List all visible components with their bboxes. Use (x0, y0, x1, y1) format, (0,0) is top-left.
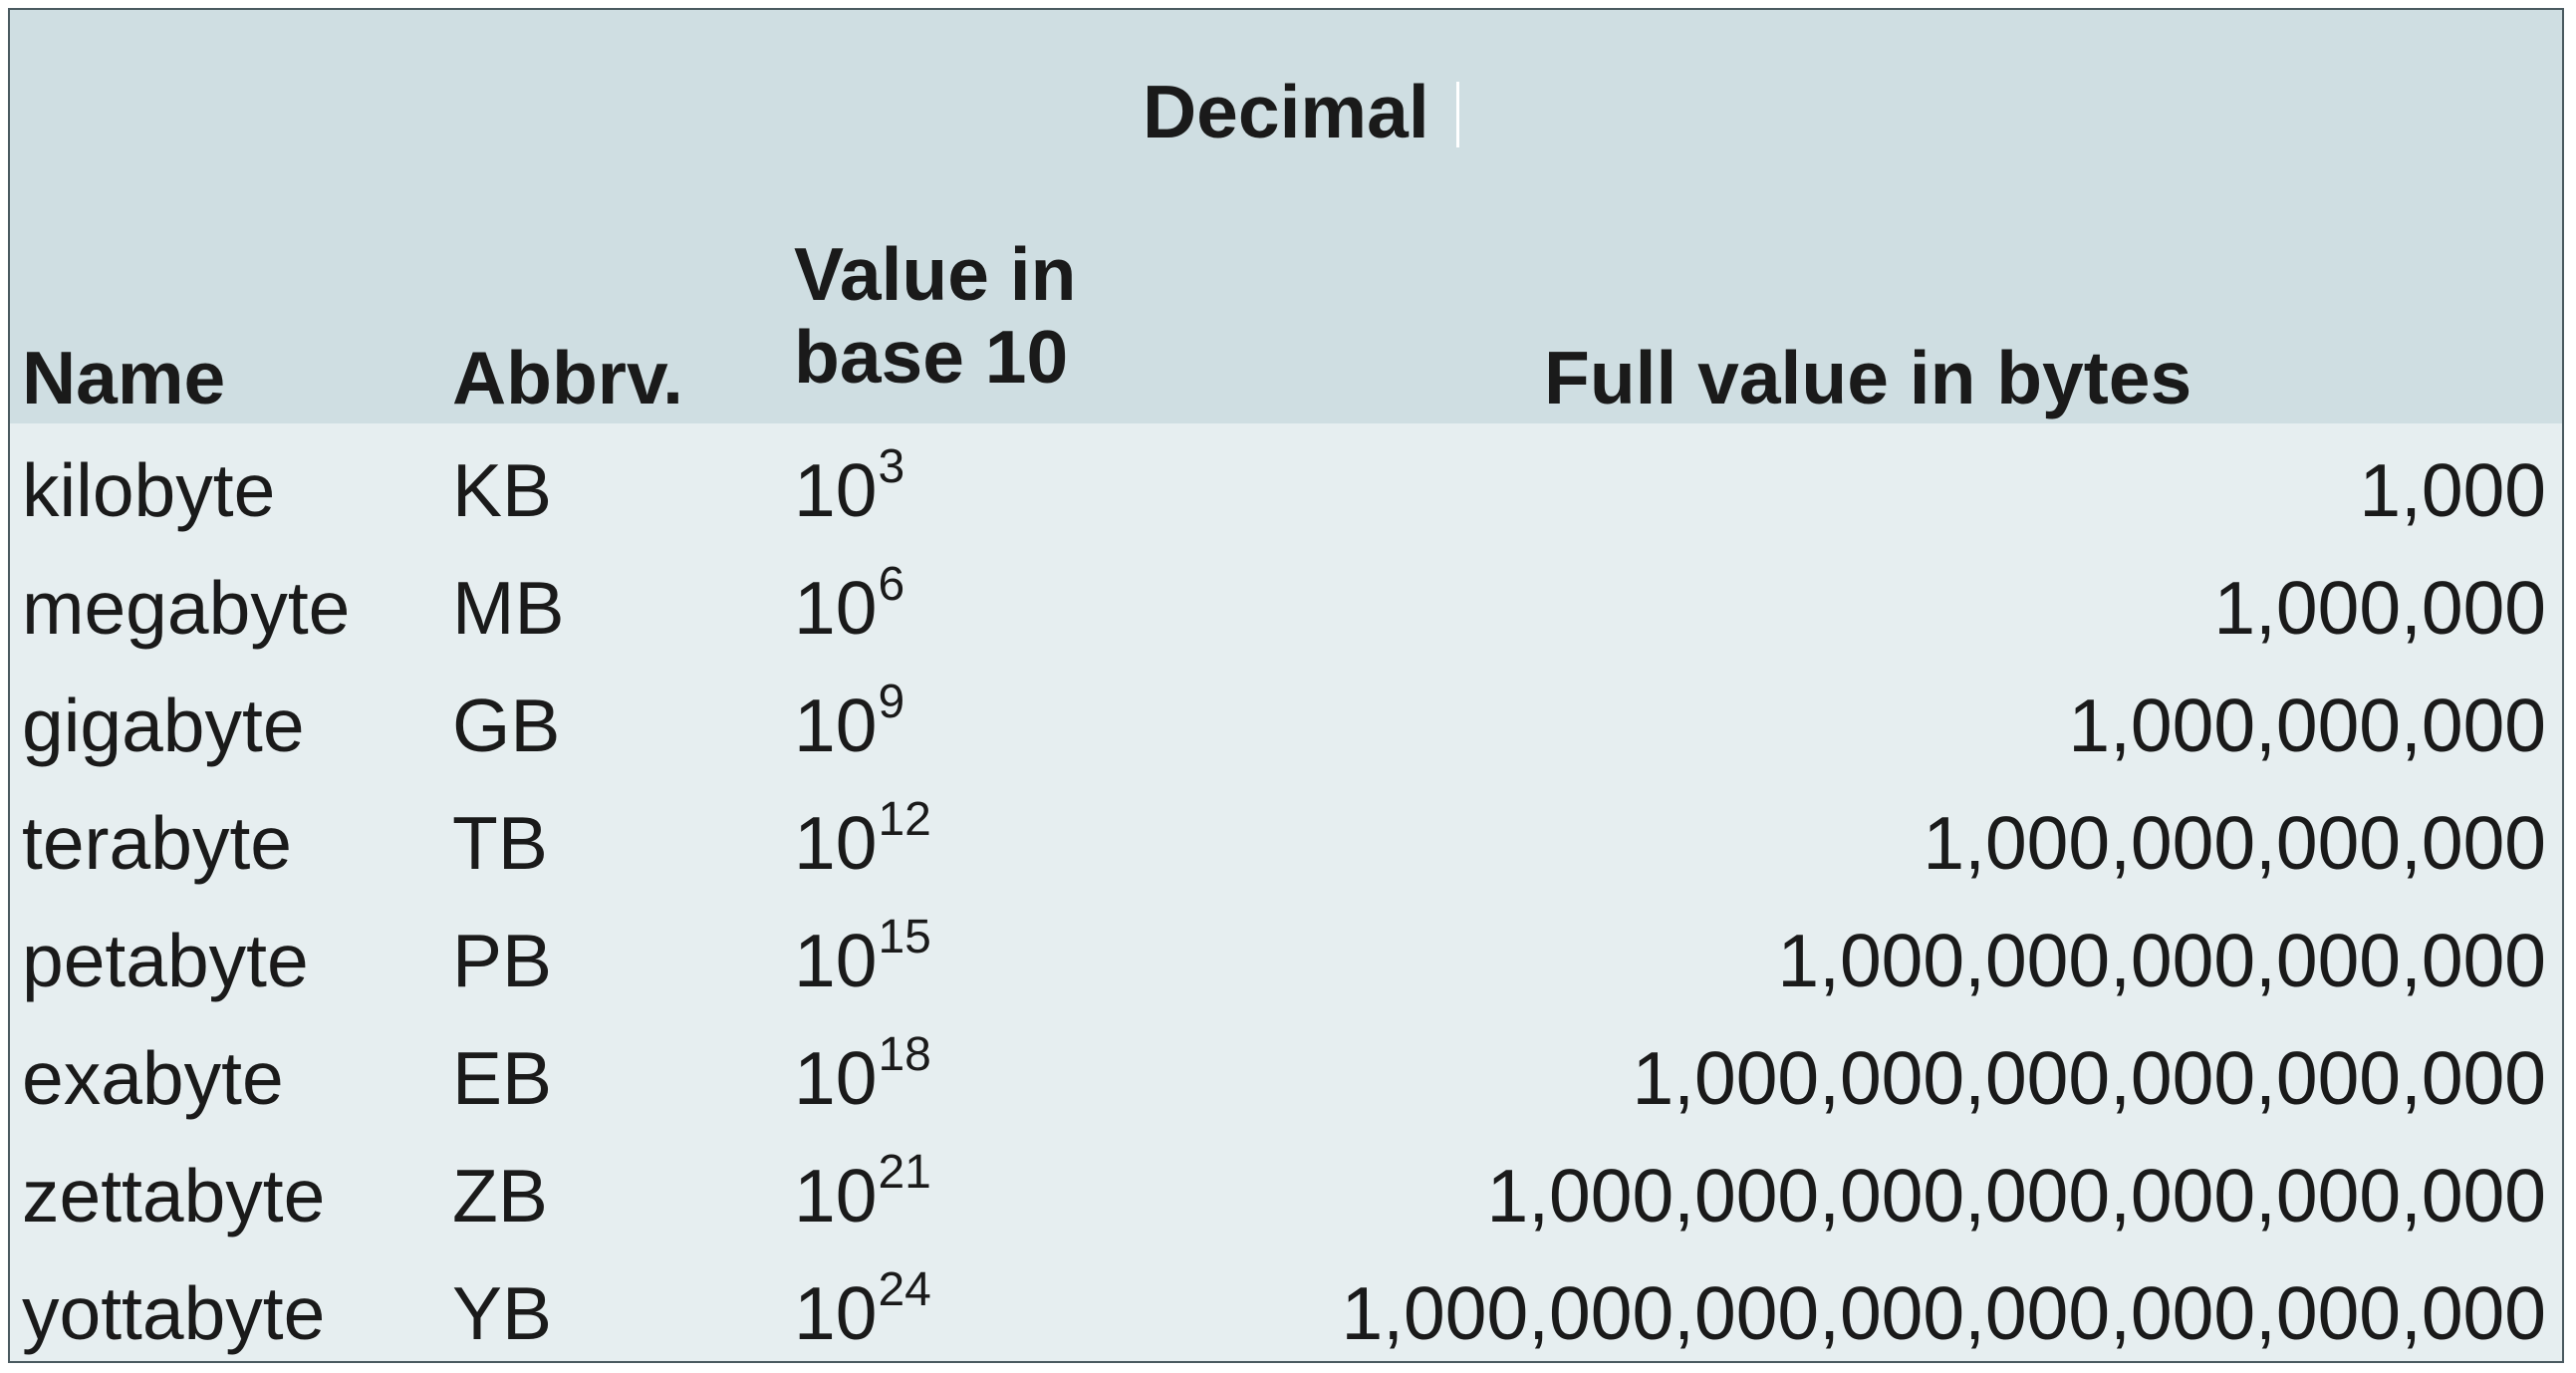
header-divider (1456, 82, 1459, 147)
cell-power-of-ten: 1015 (794, 914, 931, 998)
cell-name: petabyte (22, 919, 309, 1002)
power-base: 10 (794, 448, 878, 532)
power-exponent: 6 (878, 558, 905, 611)
table-row: kilobyte KB 103 1,000 (10, 423, 2562, 541)
power-base: 10 (794, 1271, 878, 1355)
cell-power-of-ten: 106 (794, 561, 904, 646)
column-header-base10-line2: base 10 (794, 315, 1069, 400)
cell-name: terabyte (22, 801, 292, 885)
cell-abbreviation: EB (452, 1036, 553, 1120)
cell-full-value: 1,000,000 (2213, 566, 2546, 650)
cell-name: zettabyte (22, 1154, 326, 1237)
table-row: petabyte PB 1015 1,000,000,000,000,000 (10, 894, 2562, 1011)
cell-full-value: 1,000,000,000,000,000,000 (1632, 1036, 2546, 1120)
cell-power-of-ten: 1018 (794, 1031, 931, 1116)
cell-power-of-ten: 109 (794, 679, 904, 763)
cell-full-value: 1,000,000,000 (2068, 684, 2546, 767)
cell-power-of-ten: 1024 (794, 1266, 931, 1351)
power-base: 10 (794, 566, 878, 650)
cell-abbreviation: YB (452, 1271, 553, 1355)
cell-abbreviation: MB (452, 566, 565, 650)
table-row: yottabyte YB 1024 1,000,000,000,000,000,… (10, 1246, 2562, 1361)
table-row: exabyte EB 1018 1,000,000,000,000,000,00… (10, 1011, 2562, 1129)
cell-name: kilobyte (22, 448, 276, 532)
cell-abbreviation: ZB (452, 1154, 548, 1237)
power-exponent: 18 (878, 1028, 931, 1081)
cell-abbreviation: GB (452, 684, 561, 767)
column-header-name: Name (22, 336, 226, 419)
cell-full-value: 1,000,000,000,000,000,000,000,000 (1341, 1271, 2547, 1355)
column-header-abbreviation: Abbrv. (452, 336, 683, 419)
byte-units-table: Decimal Name Abbrv. Value in base 10 Ful… (8, 8, 2564, 1363)
cell-abbreviation: PB (452, 919, 553, 1002)
column-header-base10: Value in base 10 (794, 232, 1133, 400)
cell-power-of-ten: 1021 (794, 1149, 931, 1234)
table-row: terabyte TB 1012 1,000,000,000,000 (10, 776, 2562, 894)
power-base: 10 (794, 801, 878, 885)
cell-power-of-ten: 1012 (794, 796, 931, 881)
table-header: Decimal Name Abbrv. Value in base 10 Ful… (10, 10, 2562, 423)
cell-full-value: 1,000 (2359, 448, 2546, 532)
power-exponent: 9 (878, 676, 905, 728)
cell-name: yottabyte (22, 1271, 326, 1355)
power-exponent: 3 (878, 440, 905, 493)
power-exponent: 24 (878, 1263, 931, 1316)
cell-abbreviation: TB (452, 801, 548, 885)
cell-power-of-ten: 103 (794, 443, 904, 528)
column-header-base10-line1: Value in (794, 232, 1077, 316)
table-row: gigabyte GB 109 1,000,000,000 (10, 659, 2562, 776)
power-base: 10 (794, 684, 878, 767)
power-base: 10 (794, 1036, 878, 1120)
cell-abbreviation: KB (452, 448, 553, 532)
cell-name: megabyte (22, 566, 351, 650)
power-exponent: 21 (878, 1146, 931, 1199)
power-base: 10 (794, 1154, 878, 1237)
cell-name: exabyte (22, 1036, 284, 1120)
cell-full-value: 1,000,000,000,000 (1923, 801, 2546, 885)
column-header-full-value: Full value in bytes (1544, 336, 2192, 419)
power-exponent: 12 (878, 793, 931, 846)
power-base: 10 (794, 919, 878, 1002)
power-exponent: 15 (878, 911, 931, 963)
group-title: Decimal (1143, 70, 1429, 153)
table-body: kilobyte KB 103 1,000 megabyte MB 106 1,… (10, 423, 2562, 1361)
cell-full-value: 1,000,000,000,000,000 (1777, 919, 2546, 1002)
table-row: zettabyte ZB 1021 1,000,000,000,000,000,… (10, 1129, 2562, 1246)
cell-name: gigabyte (22, 684, 305, 767)
cell-full-value: 1,000,000,000,000,000,000,000 (1486, 1154, 2546, 1237)
table-row: megabyte MB 106 1,000,000 (10, 541, 2562, 659)
